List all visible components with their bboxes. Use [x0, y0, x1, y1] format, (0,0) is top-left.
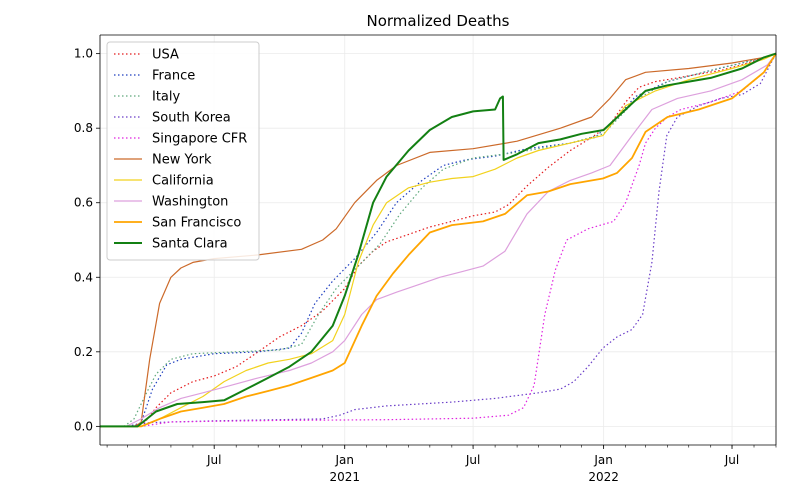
legend-label: Singapore CFR	[152, 132, 247, 147]
legend-label: New York	[152, 153, 212, 168]
series-line-new-york	[100, 53, 777, 427]
legend-frame	[106, 41, 260, 261]
axes: 0.0 0.2 0.4 0.6 0.8 1.0 Jul Jan 2021 Jul Jan 2022 Ju…	[74, 34, 777, 484]
legend: USA France Italy South Korea Singapore CFR Ne…	[106, 41, 260, 261]
x-tick-label: Jul	[724, 453, 739, 467]
y-tick-label: 0.8	[74, 121, 93, 135]
series-line-italy	[100, 53, 777, 427]
legend-label: California	[152, 174, 214, 189]
legend-label: USA	[152, 48, 179, 63]
legend-label: San Francisco	[152, 216, 241, 231]
chart-title: Normalized Deaths	[366, 12, 509, 30]
x-tick-year-label: 2022	[588, 470, 619, 484]
series-line-california	[100, 53, 777, 427]
legend-label: South Korea	[152, 111, 231, 126]
series-line-santa-clara	[100, 52, 777, 428]
x-tick-label: Jan	[334, 453, 354, 467]
y-tick-label: 0.6	[74, 196, 93, 210]
y-tick-label: 0.0	[74, 419, 93, 433]
y-tick-label: 0.2	[74, 345, 93, 359]
series-line-singapore-cfr	[100, 53, 777, 427]
x-tick-label: Jan	[593, 453, 613, 467]
series-line-usa	[100, 53, 777, 427]
plot-lines	[100, 52, 777, 428]
y-tick-label: 0.4	[74, 270, 93, 284]
legend-label: Santa Clara	[152, 237, 228, 252]
x-tick-label: Jul	[206, 453, 221, 467]
x-tick-year-label: 2021	[329, 470, 360, 484]
legend-label: Italy	[152, 90, 181, 105]
legend-label: France	[152, 69, 195, 84]
x-tick-label: Jul	[465, 453, 480, 467]
y-tick-label: 1.0	[74, 47, 93, 61]
legend-label: Washington	[152, 195, 228, 210]
series-line-san-francisco	[100, 53, 777, 428]
series-line-washington	[100, 53, 777, 427]
series-line-south-korea	[100, 53, 777, 427]
